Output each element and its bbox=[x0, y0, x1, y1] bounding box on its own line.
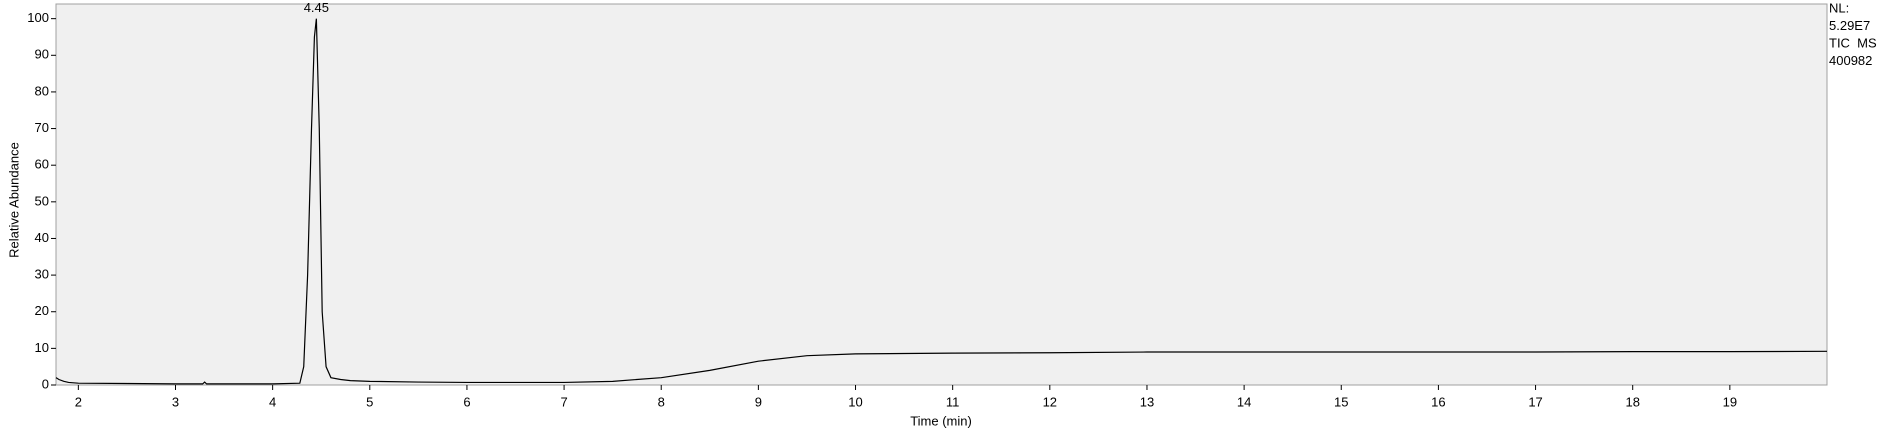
x-tick-label: 11 bbox=[946, 394, 960, 409]
x-tick-label: 8 bbox=[658, 394, 665, 409]
y-tick-label: 100 bbox=[27, 10, 49, 25]
x-tick-label: 5 bbox=[366, 394, 373, 409]
y-tick-label: 60 bbox=[35, 157, 49, 172]
y-axis-label: Relative Abundance bbox=[6, 142, 21, 258]
x-tick-label: 19 bbox=[1723, 394, 1737, 409]
y-tick-label: 80 bbox=[35, 83, 49, 98]
x-tick-label: 2 bbox=[75, 394, 82, 409]
y-tick-label: 50 bbox=[35, 193, 49, 208]
x-tick-label: 15 bbox=[1334, 394, 1348, 409]
peak-label: 4.45 bbox=[304, 0, 329, 15]
y-tick-label: 40 bbox=[35, 230, 49, 245]
x-tick-label: 12 bbox=[1043, 394, 1057, 409]
side-label: 400982 bbox=[1829, 53, 1872, 68]
y-tick-label: 90 bbox=[35, 47, 49, 62]
plot-area bbox=[55, 3, 1828, 386]
x-tick-label: 10 bbox=[848, 394, 862, 409]
y-tick-label: 30 bbox=[35, 267, 49, 282]
x-tick-label: 14 bbox=[1237, 394, 1251, 409]
x-axis-label: Time (min) bbox=[910, 413, 972, 428]
x-tick-label: 9 bbox=[755, 394, 762, 409]
x-tick-label: 16 bbox=[1431, 394, 1445, 409]
x-tick-label: 13 bbox=[1140, 394, 1154, 409]
x-tick-label: 4 bbox=[269, 394, 276, 409]
x-tick-label: 17 bbox=[1528, 394, 1542, 409]
y-tick-label: 10 bbox=[35, 340, 49, 355]
x-tick-label: 18 bbox=[1625, 394, 1639, 409]
y-tick-label: 20 bbox=[35, 303, 49, 318]
side-label: NL: bbox=[1829, 0, 1849, 15]
x-tick-label: 7 bbox=[560, 394, 567, 409]
x-tick-label: 3 bbox=[172, 394, 179, 409]
side-label: TIC MS bbox=[1829, 35, 1877, 50]
side-label: 5.29E7 bbox=[1829, 18, 1870, 33]
y-tick-label: 70 bbox=[35, 120, 49, 135]
x-tick-label: 6 bbox=[463, 394, 470, 409]
y-tick-label: 0 bbox=[42, 376, 49, 391]
trace bbox=[55, 18, 1828, 385]
